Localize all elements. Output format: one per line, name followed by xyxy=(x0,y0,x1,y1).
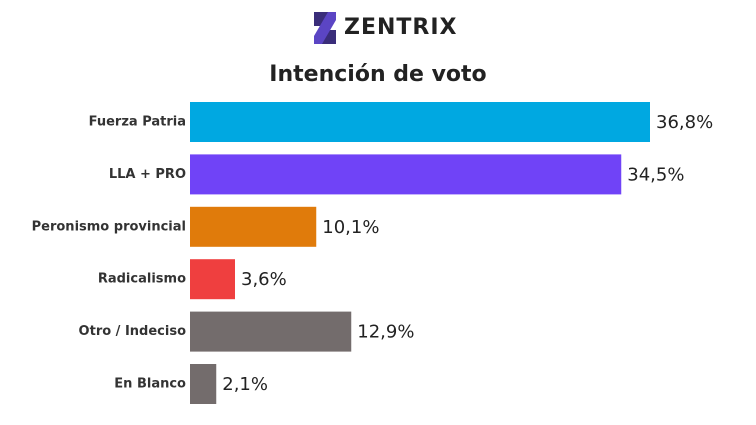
bar xyxy=(190,102,650,142)
category-label: En Blanco xyxy=(114,377,186,392)
bar xyxy=(190,206,317,247)
value-label: 10,1% xyxy=(322,217,379,238)
logo-icon xyxy=(314,12,336,44)
value-label: 34,5% xyxy=(627,164,684,185)
bar xyxy=(190,311,352,352)
value-label: 2,1% xyxy=(222,374,268,395)
bar xyxy=(190,259,235,300)
bar xyxy=(190,154,622,195)
bar xyxy=(190,364,217,404)
brand: ZENTRIX xyxy=(344,15,458,40)
category-label: Peronismo provincial xyxy=(32,219,186,234)
category-label: Radicalismo xyxy=(98,272,186,287)
value-label: 3,6% xyxy=(241,269,287,290)
category-label: LLA + PRO xyxy=(109,167,186,182)
chart-title: Intención de voto xyxy=(269,62,486,87)
value-label: 36,8% xyxy=(656,112,713,133)
category-label: Otro / Indeciso xyxy=(79,324,187,339)
value-label: 12,9% xyxy=(357,322,414,343)
category-label: Fuerza Patria xyxy=(89,115,186,130)
